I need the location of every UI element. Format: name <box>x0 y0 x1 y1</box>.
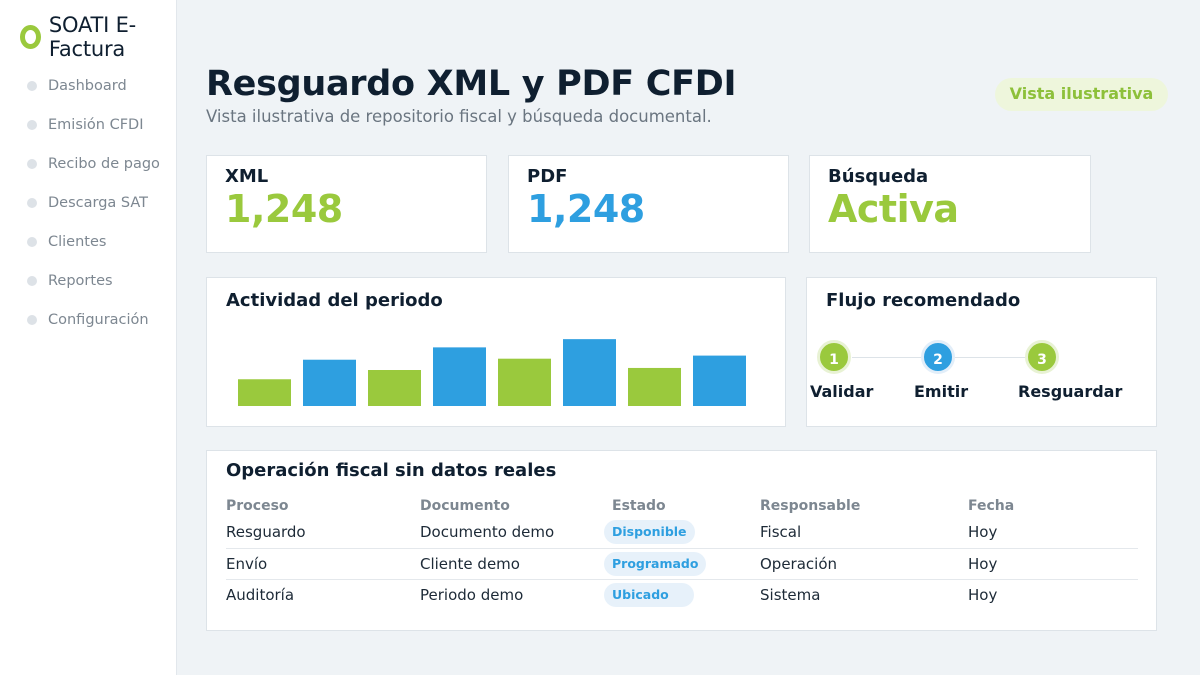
column-header-documento: Documento <box>420 498 510 514</box>
sidebar-item-label: Dashboard <box>48 77 127 94</box>
stat-card-busqueda: Búsqueda Activa <box>809 155 1091 253</box>
operations-card: Operación fiscal sin datos reales Proces… <box>206 450 1157 631</box>
bullet-icon <box>27 275 37 286</box>
app-title: SOATI E-Factura <box>48 13 137 61</box>
sidebar-item-descarga-sat[interactable]: Descarga SAT <box>27 183 160 222</box>
status-badge: Vista ilustrativa <box>995 78 1168 111</box>
activity-title: Actividad del periodo <box>226 290 443 311</box>
bullet-icon <box>27 80 37 91</box>
step-3-circle: 3 <box>1025 340 1059 374</box>
status-pill: Disponible <box>604 520 695 545</box>
sidebar-item-recibo-de-pago[interactable]: Recibo de pago <box>27 144 160 183</box>
flow-card: Flujo recomendado 1 2 3 Validar Emitir R… <box>806 277 1157 427</box>
stat-value: 1,248 <box>527 187 645 231</box>
stat-value: 1,248 <box>225 187 343 231</box>
table-row[interactable]: Envío Cliente demo Programado Operación … <box>226 547 1138 579</box>
cell-documento: Cliente demo <box>420 547 612 579</box>
cell-estado: Programado <box>604 547 760 579</box>
cell-responsable: Operación <box>760 547 968 579</box>
cell-proceso: Envío <box>226 547 420 579</box>
sidebar-item-label: Configuración <box>48 311 149 328</box>
sidebar-item-label: Reportes <box>48 272 113 289</box>
activity-bar-6 <box>563 339 616 406</box>
stat-card-xml: XML 1,248 <box>206 155 487 253</box>
sidebar-item-clientes[interactable]: Clientes <box>27 222 160 261</box>
step-2-circle: 2 <box>921 340 955 374</box>
column-header-fecha: Fecha <box>968 498 1015 514</box>
cell-fecha: Hoy <box>968 523 998 542</box>
operations-table: Proceso Documento Estado Responsable Fec… <box>226 495 1138 610</box>
cell-fecha: Hoy <box>968 578 1138 610</box>
page-subtitle: Vista ilustrativa de repositorio fiscal … <box>206 107 712 126</box>
sidebar-item-label: Clientes <box>48 233 107 250</box>
step-2-label: Emitir <box>914 382 969 401</box>
cell-fecha: Hoy <box>968 547 1138 579</box>
bullet-icon <box>27 119 37 130</box>
sidebar-item-label: Emisión CFDI <box>48 116 144 133</box>
status-pill: Ubicado <box>604 582 694 607</box>
activity-bar-2 <box>303 359 356 406</box>
activity-bar-3 <box>368 370 421 406</box>
cell-responsable: Fiscal <box>760 523 802 542</box>
sidebar-item-dashboard[interactable]: Dashboard <box>27 66 160 105</box>
table-header-row: Proceso Documento Estado Responsable Fec… <box>226 495 1138 517</box>
status-pill: Programado <box>604 551 707 576</box>
sidebar-item-label: Recibo de pago <box>48 155 160 172</box>
sidebar-item-emision-cfdi[interactable]: Emisión CFDI <box>27 105 160 144</box>
stat-card-pdf: PDF 1,248 <box>508 155 789 253</box>
table-row[interactable]: Resguardo Documento demo Disponible Fisc… <box>226 517 1138 548</box>
page-title: Resguardo XML y PDF CFDI <box>206 64 737 104</box>
column-header-responsable: Responsable <box>760 498 861 514</box>
stat-label: Búsqueda <box>828 166 929 187</box>
cell-documento: Documento demo <box>420 523 555 542</box>
table-row[interactable]: Auditoría Periodo demo Ubicado Sistema H… <box>226 578 1138 610</box>
sidebar-nav: Dashboard Emisión CFDI Recibo de pago De… <box>27 66 160 339</box>
activity-bar-5 <box>498 358 551 406</box>
activity-bar-1 <box>238 379 291 406</box>
logo-ring-icon <box>20 25 41 49</box>
cell-responsable: Sistema <box>760 578 968 610</box>
sidebar: SOATI E-Factura Dashboard Emisión CFDI R… <box>0 0 177 675</box>
bullet-icon <box>27 158 37 169</box>
stat-label: PDF <box>527 166 568 187</box>
cell-estado: Ubicado <box>604 578 760 610</box>
sidebar-item-configuracion[interactable]: Configuración <box>27 300 160 339</box>
column-header-estado: Estado <box>612 498 666 514</box>
app-logo[interactable]: SOATI E-Factura <box>20 13 176 61</box>
sidebar-item-reportes[interactable]: Reportes <box>27 261 160 300</box>
activity-bar-chart <box>238 339 746 406</box>
column-header-proceso: Proceso <box>226 498 289 514</box>
bullet-icon <box>27 236 37 247</box>
activity-bar-8 <box>693 355 746 406</box>
stat-label: XML <box>225 166 269 187</box>
bullet-icon <box>27 197 37 208</box>
activity-bar-4 <box>433 347 486 406</box>
flow-title: Flujo recomendado <box>826 290 1021 311</box>
operations-title: Operación fiscal sin datos reales <box>226 460 557 481</box>
sidebar-item-label: Descarga SAT <box>48 194 149 211</box>
cell-proceso: Resguardo <box>226 523 306 542</box>
activity-card: Actividad del periodo <box>206 277 786 427</box>
stat-value: Activa <box>828 187 959 231</box>
step-3-label: Resguardar <box>1018 382 1123 401</box>
step-1-circle: 1 <box>817 340 851 374</box>
step-1-label: Validar <box>810 382 874 401</box>
cell-documento: Periodo demo <box>420 578 612 610</box>
cell-proceso: Auditoría <box>226 578 420 610</box>
bullet-icon <box>27 314 37 325</box>
activity-bar-7 <box>628 367 681 406</box>
cell-estado: Disponible <box>604 517 760 548</box>
